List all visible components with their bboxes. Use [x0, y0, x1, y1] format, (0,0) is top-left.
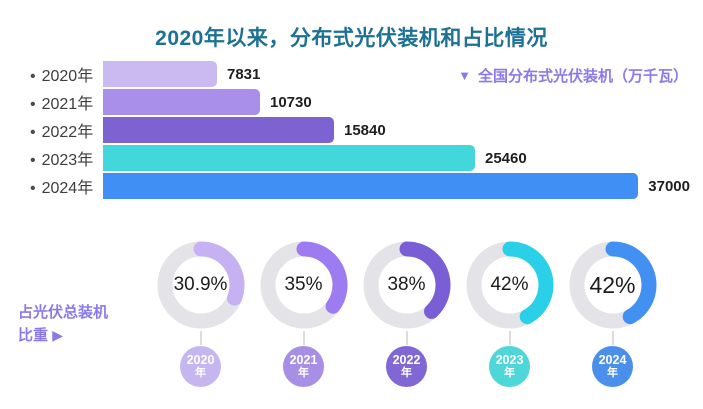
- bullet-icon: •: [30, 124, 36, 141]
- donut-percent-label: 30.9%: [173, 274, 228, 295]
- bar-2021: [103, 89, 260, 115]
- year-badge-suffix: 年: [401, 366, 412, 379]
- legend: ▼ 全国分布式光伏装机（万千瓦）: [458, 65, 688, 86]
- donut-2020: 30.9%: [156, 240, 246, 330]
- bar-2020: [103, 61, 217, 87]
- donut-svg: [157, 241, 244, 329]
- year-badge-2023: 2023 年: [489, 346, 530, 387]
- donut-2022: 38%: [362, 240, 452, 330]
- donut-svg: [260, 241, 347, 329]
- legend-triangle-icon: ▼: [458, 68, 471, 83]
- donut-svg: [466, 241, 553, 329]
- year-badge-suffix: 年: [195, 366, 206, 379]
- connector-line: [611, 331, 614, 345]
- year-badge-number: 2021: [289, 352, 318, 367]
- bar-category-label: • 2022年: [30, 124, 94, 141]
- bar-row-2023: • 2023年 25460: [30, 144, 690, 172]
- donut-svg: [569, 241, 656, 329]
- bar-value-label: 25460: [485, 149, 527, 167]
- donut-value-arc: [363, 241, 450, 329]
- bar-row-2022: • 2022年 15840: [30, 116, 690, 144]
- donut-group-2021: 35% 2021 年: [252, 240, 355, 387]
- year-badge-number: 2024: [598, 352, 627, 367]
- donut-value-arc: [466, 241, 553, 329]
- donut-percent-label: 42%: [490, 274, 529, 295]
- year-badge-number: 2022: [392, 352, 421, 367]
- donut-group-2020: 30.9% 2020 年: [149, 240, 252, 387]
- bar-value-label: 10730: [270, 93, 312, 111]
- bar-category-label: • 2023年: [30, 152, 94, 169]
- year-badge-number: 2020: [186, 352, 215, 367]
- page-title: 2020年以来，分布式光伏装机和占比情况: [155, 27, 548, 50]
- bar-2022: [103, 117, 334, 143]
- donut-group-2022: 38% 2022 年: [355, 240, 458, 387]
- year-badge-suffix: 年: [607, 366, 618, 379]
- donut-value-arc: [569, 241, 656, 329]
- donut-value-arc: [260, 241, 347, 329]
- year-badge-2024: 2024 年: [592, 346, 633, 387]
- legend-label: 全国分布式光伏装机（万千瓦）: [477, 68, 688, 85]
- bar-value-label: 37000: [648, 177, 690, 195]
- year-badge-2022: 2022 年: [386, 346, 427, 387]
- bullet-icon: •: [30, 96, 36, 113]
- donut-percent-label: 38%: [387, 274, 426, 295]
- bar-category-label: • 2024年: [30, 180, 94, 197]
- bar-category-label: • 2020年: [30, 68, 94, 85]
- bar-row-2021: • 2021年 10730: [30, 88, 690, 116]
- donut-chart-row: 30.9% 2020 年 35% 2021 年: [149, 240, 669, 395]
- connector-line: [405, 331, 408, 345]
- bar-row-2020: • 2020年 7831: [30, 60, 690, 88]
- connector-line: [508, 331, 511, 345]
- bar-value-label: 15840: [344, 121, 386, 139]
- year-badge-number: 2023: [495, 352, 524, 367]
- donut-group-2023: 42% 2023 年: [458, 240, 561, 387]
- donut-percent-label: 42%: [589, 271, 636, 298]
- connector-line: [302, 331, 305, 345]
- bullet-icon: •: [30, 68, 36, 85]
- bar-value-label: 7831: [227, 65, 261, 83]
- donut-row-caption-text: 占光伏总装机比重: [18, 304, 109, 344]
- bar-2024: [103, 173, 639, 199]
- donut-2023: 42%: [465, 240, 555, 330]
- right-triangle-icon: ▶: [52, 327, 63, 343]
- donut-2024: 42%: [568, 240, 658, 330]
- donut-percent-label: 35%: [284, 274, 323, 295]
- bullet-icon: •: [30, 152, 36, 169]
- bar-chart: • 2020年 7831 • 2021年 10730 • 2022年 15840 • 2…: [30, 60, 690, 200]
- bar-category-label: • 2021年: [30, 96, 94, 113]
- donut-value-arc: [157, 241, 244, 329]
- year-badge-suffix: 年: [298, 366, 309, 379]
- donut-row-caption: 占光伏总装机比重 ▶: [18, 301, 120, 347]
- bar-row-2024: • 2024年 37000: [30, 172, 690, 200]
- donut-svg: [363, 241, 450, 329]
- year-badge-2021: 2021 年: [283, 346, 324, 387]
- connector-line: [199, 331, 202, 345]
- bullet-icon: •: [30, 180, 36, 197]
- donut-group-2024: 42% 2024 年: [561, 240, 664, 387]
- donut-2021: 35%: [259, 240, 349, 330]
- year-badge-2020: 2020 年: [180, 346, 221, 387]
- year-badge-suffix: 年: [504, 366, 515, 379]
- bar-2023: [103, 145, 475, 171]
